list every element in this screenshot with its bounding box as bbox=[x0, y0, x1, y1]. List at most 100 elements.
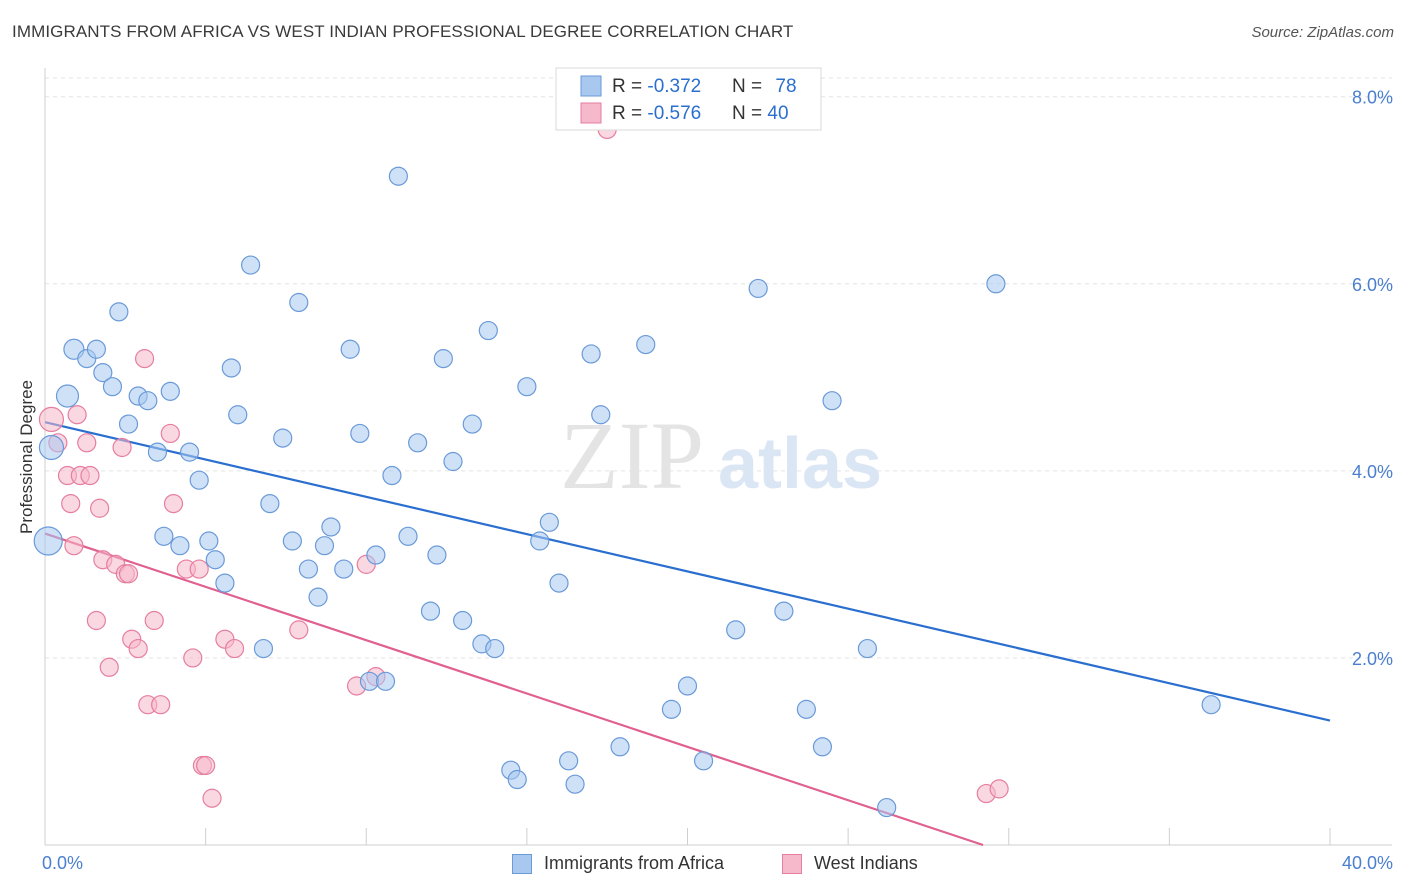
point-africa bbox=[443, 451, 463, 472]
point-africa bbox=[559, 751, 579, 771]
point-africa bbox=[102, 377, 123, 397]
point-africa bbox=[241, 255, 261, 275]
point-west-indians bbox=[202, 788, 222, 808]
point-africa bbox=[314, 536, 335, 556]
point-africa bbox=[38, 434, 65, 461]
point-africa bbox=[154, 526, 174, 546]
point-west-indians bbox=[38, 406, 65, 433]
point-africa bbox=[462, 414, 482, 434]
point-africa bbox=[55, 384, 80, 408]
point-africa bbox=[857, 638, 878, 659]
point-west-indians bbox=[77, 433, 97, 453]
legend-bottom: Immigrants from Africa West Indians bbox=[0, 850, 1406, 880]
point-west-indians bbox=[183, 648, 203, 668]
point-africa bbox=[109, 302, 129, 322]
point-africa bbox=[289, 292, 309, 313]
x-tick-label: 40.0% bbox=[1342, 853, 1393, 873]
watermark-zip: ZIP bbox=[560, 402, 704, 509]
trend-lines bbox=[44, 421, 1331, 847]
point-africa bbox=[726, 620, 746, 640]
point-west-indians bbox=[80, 465, 100, 486]
y-tick-label: 6.0% bbox=[1352, 275, 1393, 295]
legend-top: R = -0.372 N = 78 R = -0.576 N = 40 bbox=[555, 67, 822, 131]
point-africa bbox=[215, 573, 235, 593]
legend-swatch-africa bbox=[512, 853, 532, 874]
source-label: Source: ZipAtlas.com bbox=[1251, 24, 1394, 41]
point-africa bbox=[199, 531, 219, 551]
legend-n-label-2: N = 40 bbox=[732, 103, 789, 124]
point-africa bbox=[427, 545, 447, 565]
point-west-indians bbox=[189, 559, 209, 579]
point-africa bbox=[565, 774, 585, 794]
point-africa bbox=[693, 751, 714, 771]
point-africa bbox=[138, 391, 158, 411]
point-africa bbox=[478, 320, 498, 341]
point-africa bbox=[340, 339, 360, 359]
point-africa bbox=[453, 610, 473, 631]
point-africa bbox=[420, 601, 441, 621]
point-africa bbox=[205, 550, 225, 570]
point-africa bbox=[433, 349, 453, 369]
legend-r-label-1: R = -0.372 bbox=[612, 76, 701, 97]
point-africa bbox=[677, 676, 698, 696]
point-africa bbox=[170, 536, 190, 556]
y-axis-label: Professional Degree bbox=[17, 380, 36, 534]
legend-swatch-west-indians bbox=[782, 853, 802, 874]
point-africa bbox=[273, 428, 293, 448]
y-tick-label: 8.0% bbox=[1352, 88, 1393, 108]
point-africa bbox=[408, 433, 428, 453]
legend-swatch-west-indians bbox=[580, 102, 602, 124]
y-tick-label: 2.0% bbox=[1352, 649, 1393, 669]
point-africa bbox=[93, 363, 113, 383]
point-africa bbox=[350, 423, 370, 444]
point-west-indians bbox=[67, 405, 87, 425]
point-west-indians bbox=[144, 610, 164, 631]
point-africa bbox=[530, 531, 550, 551]
point-africa bbox=[189, 470, 209, 490]
point-west-indians bbox=[118, 564, 139, 584]
point-africa bbox=[308, 587, 328, 607]
point-west-indians bbox=[989, 779, 1009, 799]
point-west-indians bbox=[90, 498, 110, 518]
point-africa bbox=[282, 531, 302, 551]
point-west-indians bbox=[64, 536, 84, 556]
point-africa bbox=[1201, 695, 1221, 715]
y-tick-label: 4.0% bbox=[1352, 462, 1393, 482]
point-africa bbox=[334, 559, 354, 579]
legend-swatch-africa bbox=[580, 75, 602, 97]
point-africa bbox=[179, 442, 200, 462]
point-west-indians bbox=[61, 493, 81, 514]
chart-title: IMMIGRANTS FROM AFRICA VS WEST INDIAN PR… bbox=[12, 22, 794, 41]
legend-r-label-2: R = -0.576 bbox=[612, 103, 701, 124]
point-africa bbox=[591, 405, 611, 425]
legend-label-west-indians: West Indians bbox=[814, 853, 918, 873]
point-africa bbox=[388, 166, 408, 186]
point-africa bbox=[812, 737, 833, 757]
point-west-indians bbox=[289, 620, 309, 640]
trend-line-africa bbox=[44, 421, 1331, 722]
gridlines bbox=[45, 77, 1392, 659]
point-africa bbox=[398, 526, 418, 546]
point-africa bbox=[160, 381, 180, 401]
point-africa bbox=[539, 512, 559, 532]
point-africa bbox=[33, 526, 63, 556]
legend-item-west-indians: West Indians bbox=[782, 853, 918, 874]
point-west-indians bbox=[112, 437, 132, 458]
point-west-indians bbox=[224, 638, 245, 659]
point-africa bbox=[221, 358, 241, 378]
point-africa bbox=[375, 671, 396, 691]
point-africa bbox=[636, 334, 656, 355]
point-africa bbox=[517, 377, 537, 397]
point-africa bbox=[118, 414, 139, 434]
legend-item-africa: Immigrants from Africa bbox=[512, 853, 724, 874]
point-africa bbox=[260, 493, 280, 514]
point-west-indians bbox=[151, 695, 171, 715]
point-africa bbox=[321, 517, 341, 537]
point-africa bbox=[661, 699, 682, 719]
point-africa bbox=[610, 737, 630, 757]
point-africa bbox=[986, 274, 1006, 294]
point-africa bbox=[877, 797, 897, 818]
data-points bbox=[33, 119, 1221, 818]
point-africa bbox=[822, 391, 842, 411]
